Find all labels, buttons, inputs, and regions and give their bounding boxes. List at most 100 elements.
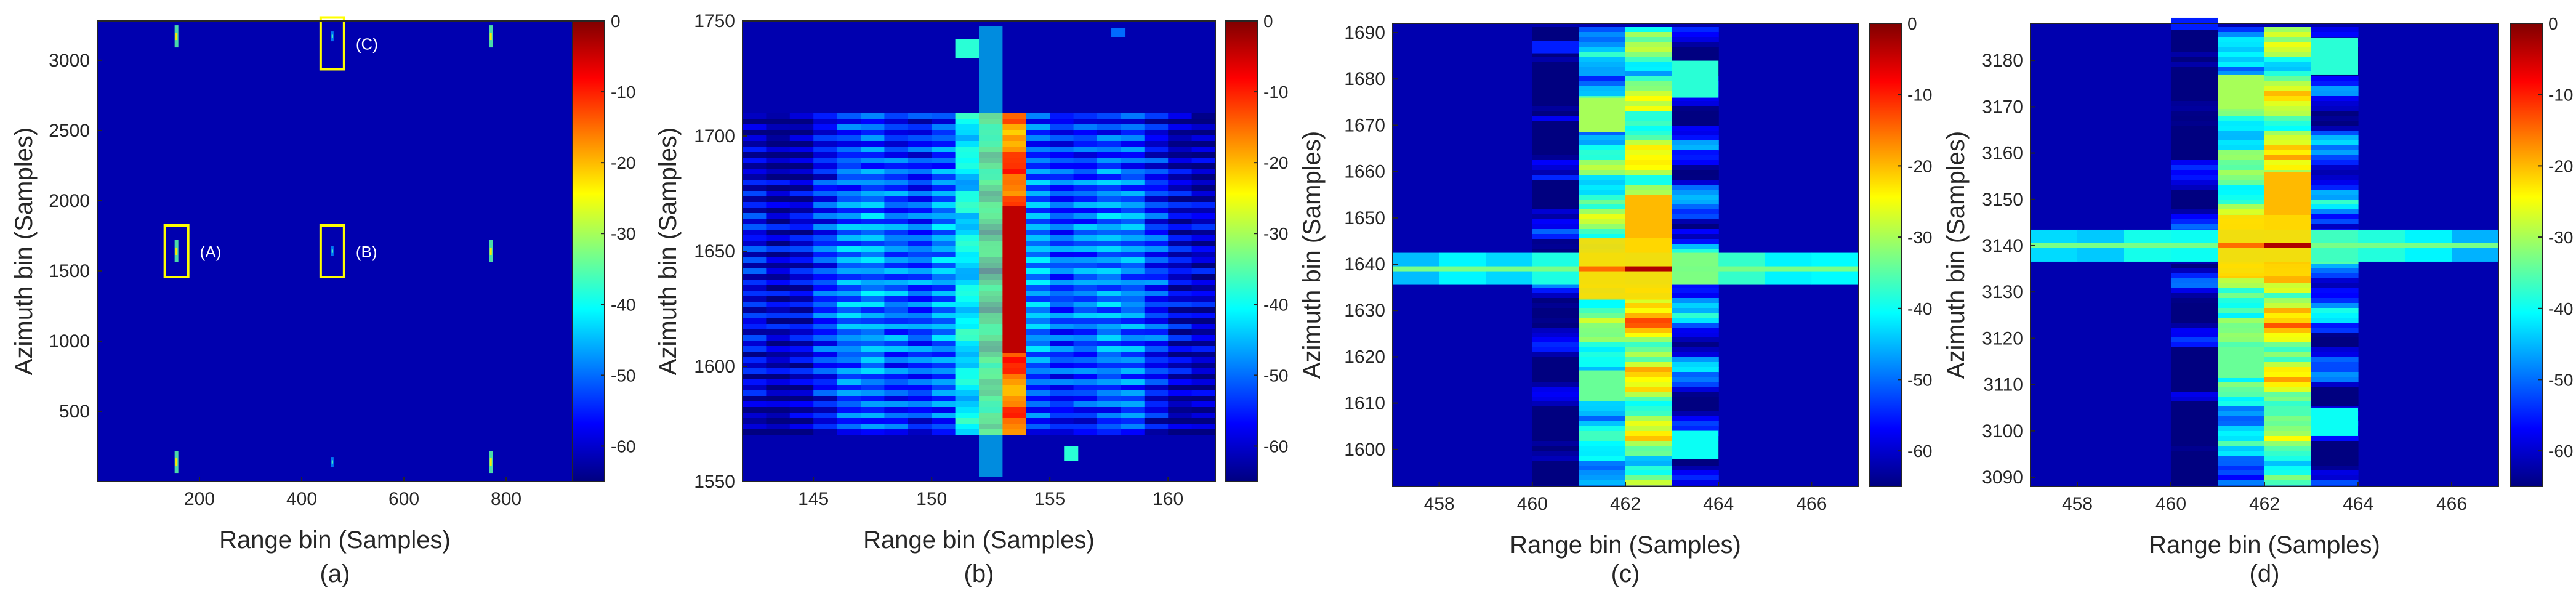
heatmap-cell <box>766 263 791 269</box>
heatmap-cell <box>1097 280 1121 286</box>
heatmap-cell <box>908 329 932 336</box>
heatmap-cell <box>789 185 814 192</box>
heatmap-cell <box>813 113 838 119</box>
heatmap-cell <box>1532 470 1579 476</box>
heatmap-cell <box>1097 302 1121 308</box>
heatmap-cell <box>861 390 885 397</box>
heatmap-cell <box>2311 145 2359 151</box>
heatmap-cell <box>743 274 767 280</box>
heatmap-cell <box>1625 298 1673 304</box>
x-tick-label: 464 <box>2343 494 2373 514</box>
heatmap-cell <box>1625 382 1673 387</box>
heatmap-cell <box>908 418 932 424</box>
target-peak <box>331 249 333 253</box>
heatmap-cell <box>1097 296 1121 302</box>
heatmap-cell <box>1121 119 1145 125</box>
heatmap-cell <box>1002 152 1027 158</box>
heatmap-cell <box>1026 235 1050 241</box>
heatmap-cell <box>1191 196 1216 203</box>
heatmap-cell <box>2171 155 2218 161</box>
heatmap-cell <box>1026 363 1050 369</box>
colorbar-tick-label: -60 <box>1907 442 1932 461</box>
heatmap-cell <box>2171 175 2218 180</box>
heatmap-cell <box>908 113 932 119</box>
azimuth-streak <box>979 26 1003 477</box>
heatmap-cell <box>1672 352 1719 358</box>
heatmap-cell <box>2311 121 2359 126</box>
heatmap-cell <box>1121 185 1145 192</box>
heatmap-cell <box>861 119 885 125</box>
heatmap-cell <box>1532 421 1579 427</box>
heatmap-cell <box>861 202 885 208</box>
heatmap-cell <box>766 302 791 308</box>
heatmap-cell <box>743 147 767 153</box>
heatmap-cell <box>1168 285 1193 291</box>
colorbar <box>1225 20 1258 482</box>
heatmap-cell <box>1050 163 1074 169</box>
heatmap-cell <box>789 374 814 380</box>
colorbar-tick-label: -10 <box>1263 83 1288 102</box>
heatmap-cell <box>1672 337 1719 343</box>
heatmap-cell <box>908 335 932 341</box>
heatmap-cell <box>1672 426 1719 432</box>
heatmap-cell <box>837 257 861 264</box>
heatmap-cell <box>1144 379 1169 385</box>
heatmap-cell <box>2171 392 2218 397</box>
heatmap-cell <box>1672 190 1719 195</box>
heatmap-cell <box>2171 209 2218 215</box>
heatmap-cell <box>1579 303 1626 309</box>
heatmap-cell <box>789 257 814 264</box>
heatmap-cell <box>1191 169 1216 175</box>
heatmap-cell <box>1097 185 1121 192</box>
heatmap-cell <box>1168 119 1193 125</box>
heatmap-cell <box>2171 352 2218 358</box>
heatmap-cell <box>837 368 861 374</box>
heatmap-cell <box>908 191 932 197</box>
heatmap-cell <box>1144 285 1169 291</box>
heatmap-cell <box>1191 418 1216 424</box>
heatmap-cell <box>2264 475 2312 481</box>
heatmap-cell <box>1121 429 1145 435</box>
heatmap-cell <box>1168 185 1193 192</box>
sidelobe <box>1672 430 1719 459</box>
heatmap-cell <box>766 169 791 175</box>
heatmap-cell <box>1579 229 1626 235</box>
heatmap-cell <box>2264 165 2312 171</box>
heatmap-cell <box>1191 152 1216 158</box>
y-tick-label: 3180 <box>1982 50 2023 71</box>
heatmap-cell <box>1191 202 1216 208</box>
heatmap-cell <box>1144 413 1169 419</box>
heatmap-cell <box>1191 341 1216 347</box>
heatmap-cell <box>813 329 838 336</box>
heatmap-cell <box>861 235 885 241</box>
heatmap-cell <box>2264 426 2312 432</box>
heatmap-cell <box>1191 191 1216 197</box>
heatmap-cell <box>2311 372 2359 377</box>
heatmap-cell <box>2264 401 2312 407</box>
annotation-box <box>319 224 345 278</box>
heatmap-cell <box>837 313 861 319</box>
heatmap-cell <box>743 357 767 363</box>
heatmap-cell <box>789 147 814 153</box>
heatmap-cell <box>861 113 885 119</box>
heatmap-cell <box>1050 335 1074 341</box>
heatmap-cell <box>1168 274 1193 280</box>
heatmap-cell <box>932 302 956 308</box>
heatmap-cell <box>766 257 791 264</box>
heatmap-cell <box>1026 135 1050 142</box>
heatmap-cell <box>1625 357 1673 363</box>
heatmap-cell <box>1002 185 1027 192</box>
heatmap-cell <box>2311 367 2359 373</box>
heatmap-cell <box>884 285 909 291</box>
heatmap-cell <box>813 263 838 269</box>
heatmap-cell <box>861 374 885 380</box>
heatmap-cell <box>1672 475 1719 481</box>
heatmap-cell <box>2171 214 2218 220</box>
x-tick-label: 466 <box>2436 494 2467 514</box>
heatmap-cell <box>955 363 980 369</box>
heatmap-cell <box>837 291 861 297</box>
heatmap-cell <box>837 390 861 397</box>
heatmap-cell <box>1625 101 1673 107</box>
heatmap-cell <box>2311 264 2359 269</box>
heatmap-cell <box>1532 446 1579 451</box>
